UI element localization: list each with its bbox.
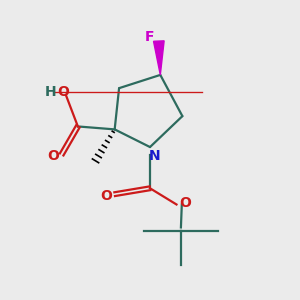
Text: H: H (45, 85, 57, 99)
Text: O: O (179, 196, 191, 210)
Text: F: F (145, 30, 155, 44)
Text: O: O (57, 85, 69, 99)
Text: O: O (47, 149, 59, 163)
Text: N: N (148, 149, 160, 164)
Polygon shape (154, 41, 164, 75)
Text: O: O (100, 189, 112, 202)
